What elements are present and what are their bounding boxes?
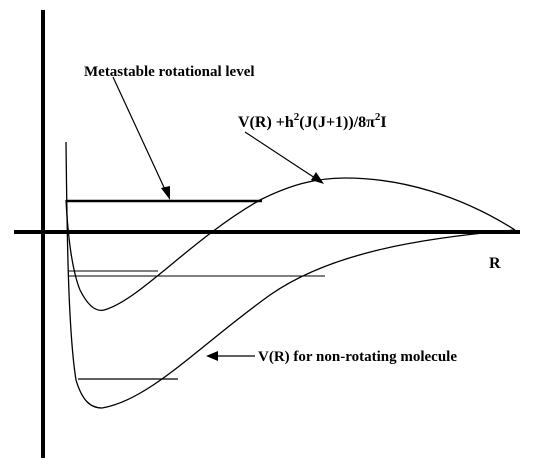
effective-label-sup1: 2 <box>294 111 300 123</box>
metastable-label: Metastable rotational level <box>84 64 255 80</box>
nonrotating-arrowhead <box>206 351 218 361</box>
effective-label-prefix: V(R) +h <box>238 114 294 131</box>
nonrotating-label: V(R) for non-rotating molecule <box>258 349 457 365</box>
effective-label-sup2: 2 <box>375 111 381 123</box>
effective-pointer-line <box>244 131 319 181</box>
metastable-arrowhead <box>161 186 170 200</box>
effective-potential-label: V(R) +h2(J(J+1))/8π2I <box>238 111 387 131</box>
metastable-pointer-line <box>112 76 169 197</box>
effective-arrowhead <box>311 172 324 184</box>
r-axis-label: R <box>489 255 501 272</box>
effective-label-suffix: I <box>380 114 386 131</box>
effective-potential-curve <box>65 177 516 312</box>
nonrotating-potential-curve <box>65 141 516 409</box>
effective-label-mid: (J(J+1))/8π <box>299 114 375 131</box>
